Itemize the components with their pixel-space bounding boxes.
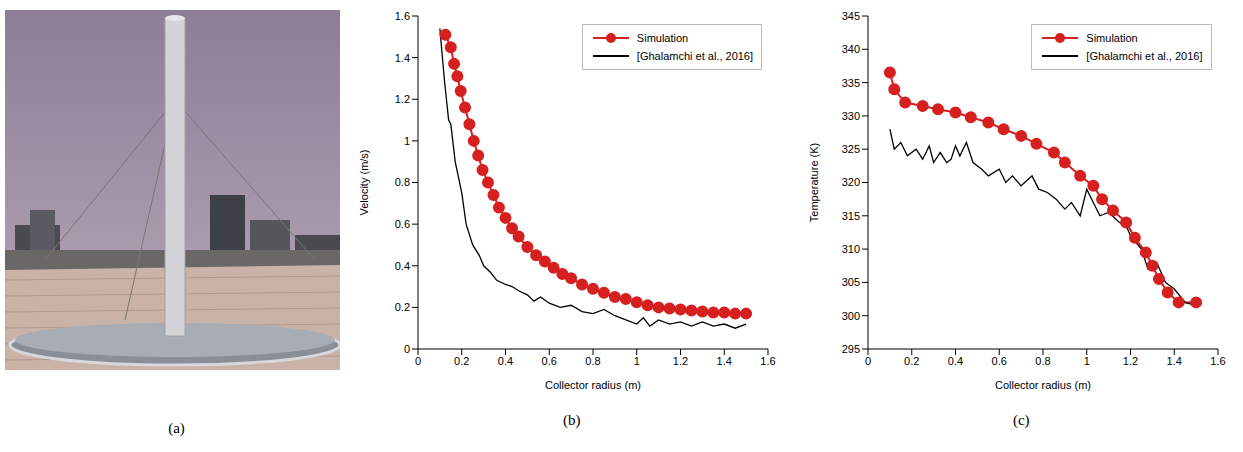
svg-text:1.2: 1.2 [395, 93, 410, 105]
svg-text:345: 345 [841, 10, 859, 22]
svg-text:0.6: 0.6 [395, 218, 410, 230]
svg-text:1.2: 1.2 [673, 355, 688, 367]
svg-text:1.4: 1.4 [395, 52, 410, 64]
svg-text:Collector radius (m): Collector radius (m) [995, 379, 1091, 391]
svg-text:315: 315 [841, 210, 859, 222]
svg-text:0.2: 0.2 [395, 301, 410, 313]
svg-text:0.4: 0.4 [498, 355, 513, 367]
svg-text:0.2: 0.2 [454, 355, 469, 367]
svg-text:0.6: 0.6 [542, 355, 557, 367]
svg-text:1.6: 1.6 [1210, 355, 1225, 367]
svg-text:0: 0 [864, 355, 870, 367]
svg-text:1: 1 [404, 135, 410, 147]
svg-text:320: 320 [841, 176, 859, 188]
svg-text:1: 1 [634, 355, 640, 367]
svg-text:Temperature (K): Temperature (K) [807, 143, 819, 222]
svg-text:325: 325 [841, 143, 859, 155]
svg-text:0: 0 [415, 355, 421, 367]
html-text:(c): (c) [1012, 412, 1030, 428]
svg-text:305: 305 [841, 276, 859, 288]
svg-text:0.4: 0.4 [395, 260, 410, 272]
html-text:(b): (b) [563, 412, 581, 428]
svg-text:335: 335 [841, 77, 859, 89]
svg-text:1: 1 [1083, 355, 1089, 367]
html-text:Simulation: Simulation [1086, 32, 1138, 44]
svg-text:340: 340 [841, 43, 859, 55]
html-text:(a): (a) [168, 420, 185, 436]
svg-text:300: 300 [841, 310, 859, 322]
svg-text:310: 310 [841, 243, 859, 255]
svg-text:1.2: 1.2 [1122, 355, 1137, 367]
svg-text:330: 330 [841, 110, 859, 122]
svg-text:0.8: 0.8 [585, 355, 600, 367]
html-text:[Ghalamchi et al., 2016]: [Ghalamchi et al., 2016] [636, 50, 753, 62]
html-text:[Ghalamchi et al., 2016]: [Ghalamchi et al., 2016] [1086, 50, 1203, 62]
svg-text:0: 0 [404, 343, 410, 355]
html-text:Simulation: Simulation [636, 32, 689, 44]
svg-text:0.6: 0.6 [991, 355, 1006, 367]
svg-text:0.8: 0.8 [1035, 355, 1050, 367]
svg-text:1.4: 1.4 [717, 355, 732, 367]
svg-text:0.4: 0.4 [947, 355, 962, 367]
svg-text:Collector radius (m): Collector radius (m) [545, 379, 641, 391]
svg-text:1.6: 1.6 [760, 355, 775, 367]
svg-text:Velocity (m/s): Velocity (m/s) [358, 149, 370, 215]
svg-text:1.4: 1.4 [1166, 355, 1181, 367]
svg-text:295: 295 [841, 343, 859, 355]
svg-text:1.6: 1.6 [395, 10, 410, 22]
svg-text:0.2: 0.2 [904, 355, 919, 367]
svg-text:0.8: 0.8 [395, 176, 410, 188]
